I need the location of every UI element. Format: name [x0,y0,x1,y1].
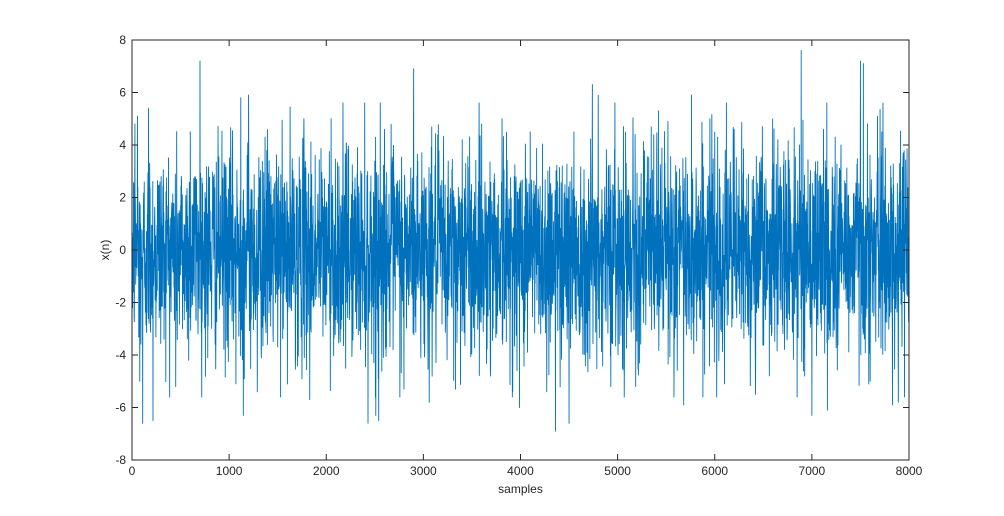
y-tick-label: -4 [115,348,126,362]
y-tick-label: 8 [119,33,126,47]
plot-area [131,40,910,460]
y-tick-label: -8 [115,453,126,467]
y-tick-label: 4 [119,138,126,152]
x-tick-label: 3000 [410,464,437,478]
y-tick-label: -2 [115,296,126,310]
y-axis-label: x(n) [98,240,112,261]
x-tick-label: 4000 [507,464,534,478]
series-line [131,50,910,432]
x-tick-label: 5000 [604,464,631,478]
y-tick-label: 6 [119,86,126,100]
y-tick-label: -6 [115,401,126,415]
x-axis-label: samples [498,482,543,496]
y-tick-label: 0 [119,243,126,257]
x-tick-label: 8000 [896,464,923,478]
x-tick-label: 1000 [216,464,243,478]
x-axis-ticks: 0 1000 2000 3000 4000 5000 6000 7000 8000 [129,40,923,478]
y-tick-label: 2 [119,191,126,205]
x-tick-label: 2000 [313,464,340,478]
y-axis-ticks: -8 -6 -4 -2 0 2 4 6 8 [115,33,909,467]
x-tick-label: 0 [129,464,136,478]
x-tick-label: 6000 [701,464,728,478]
x-tick-label: 7000 [799,464,826,478]
